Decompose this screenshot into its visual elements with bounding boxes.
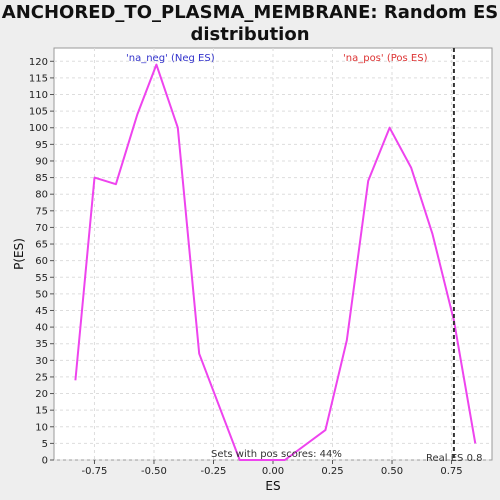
y-tick-label: 5 bbox=[42, 439, 48, 450]
y-tick-label: 20 bbox=[35, 389, 48, 400]
y-tick-label: 100 bbox=[29, 123, 48, 134]
pos-es-label: 'na_pos' (Pos ES) bbox=[343, 53, 428, 64]
y-tick-label: 65 bbox=[35, 240, 48, 251]
y-tick-label: 15 bbox=[35, 406, 48, 417]
y-tick-label: 10 bbox=[35, 422, 48, 433]
series-layer bbox=[74, 63, 477, 461]
chart-title-line-1: ANCHORED_TO_PLASMA_MEMBRANE: Random ES bbox=[1, 2, 499, 23]
y-tick-label: 85 bbox=[35, 173, 48, 184]
y-tick-label: 95 bbox=[35, 140, 48, 151]
x-tick-label: -0.50 bbox=[141, 466, 167, 477]
x-tick-label: -0.75 bbox=[82, 466, 108, 477]
y-tick-label: 35 bbox=[35, 339, 48, 350]
x-tick-label: 0.75 bbox=[440, 466, 462, 477]
y-tick-label: 50 bbox=[35, 289, 48, 300]
ticks-layer: 0 5 10 15 20 25 30 35 40 45 50 55 60 65 70 75 80 85 90 95 10… bbox=[29, 57, 463, 477]
x-tick-label: 0.00 bbox=[262, 466, 284, 477]
y-axis-label: P(ES) bbox=[12, 238, 26, 270]
y-tick-label: 105 bbox=[29, 107, 48, 118]
chart-title-line-2: distribution bbox=[190, 24, 310, 45]
y-tick-label: 70 bbox=[35, 223, 48, 234]
real-es-label: Real ES 0.8 bbox=[426, 453, 482, 464]
y-tick-label: 120 bbox=[29, 57, 48, 68]
x-tick-label: 0.50 bbox=[381, 466, 403, 477]
y-tick-label: 45 bbox=[35, 306, 48, 317]
x-tick-label: -0.25 bbox=[201, 466, 227, 477]
y-tick-label: 115 bbox=[29, 73, 48, 84]
y-tick-label: 110 bbox=[29, 90, 48, 101]
y-tick-label: 55 bbox=[35, 273, 48, 284]
y-tick-label: 75 bbox=[35, 206, 48, 217]
es-distribution-line bbox=[74, 63, 477, 461]
grid-layer bbox=[54, 48, 492, 461]
y-tick-label: 0 bbox=[42, 456, 48, 467]
neg-es-label: 'na_neg' (Neg ES) bbox=[126, 53, 215, 64]
pos-scores-footer: Sets with pos scores: 44% bbox=[211, 449, 342, 460]
y-tick-label: 30 bbox=[35, 356, 48, 367]
y-tick-label: 25 bbox=[35, 372, 48, 383]
y-tick-label: 90 bbox=[35, 156, 48, 167]
x-axis-label: ES bbox=[265, 479, 280, 493]
y-tick-label: 40 bbox=[35, 323, 48, 334]
x-tick-label: 0.25 bbox=[321, 466, 343, 477]
chart-title: ANCHORED_TO_PLASMA_MEMBRANE: Random ES d… bbox=[0, 2, 500, 46]
y-tick-label: 80 bbox=[35, 190, 48, 201]
y-tick-label: 60 bbox=[35, 256, 48, 267]
